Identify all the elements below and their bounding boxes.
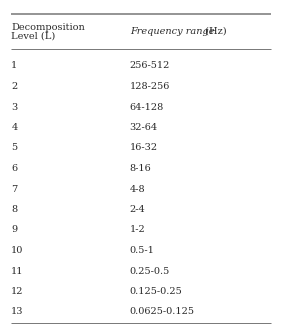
Text: 256-512: 256-512 [130,62,170,71]
Text: 10: 10 [11,246,24,255]
Text: 0.25-0.5: 0.25-0.5 [130,267,170,275]
Text: 1: 1 [11,62,17,71]
Text: 3: 3 [11,102,17,111]
Text: 7: 7 [11,184,17,193]
Text: 2-4: 2-4 [130,205,146,214]
Text: 8: 8 [11,205,17,214]
Text: 6: 6 [11,164,17,173]
Text: (Hz): (Hz) [202,27,226,36]
Text: 128-256: 128-256 [130,82,170,91]
Text: 5: 5 [11,144,17,153]
Text: 1-2: 1-2 [130,226,146,235]
Text: 11: 11 [11,267,24,275]
Text: 32-64: 32-64 [130,123,158,132]
Text: 16-32: 16-32 [130,144,158,153]
Text: Level (L): Level (L) [11,31,56,40]
Text: 0.0625-0.125: 0.0625-0.125 [130,307,195,317]
Text: 4-8: 4-8 [130,184,145,193]
Text: 0.5-1: 0.5-1 [130,246,155,255]
Text: 2: 2 [11,82,17,91]
Text: Frequency range: Frequency range [130,27,214,36]
Text: 9: 9 [11,226,17,235]
Text: 13: 13 [11,307,24,317]
Text: 0.125-0.25: 0.125-0.25 [130,287,182,296]
Text: 12: 12 [11,287,24,296]
Text: 4: 4 [11,123,17,132]
Text: Decomposition: Decomposition [11,22,85,31]
Text: 64-128: 64-128 [130,102,164,111]
Text: 8-16: 8-16 [130,164,151,173]
